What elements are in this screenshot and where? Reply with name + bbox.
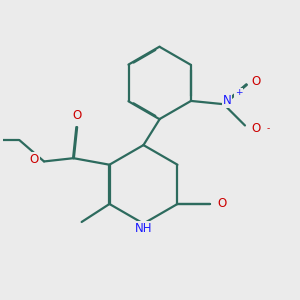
Text: O: O [252,122,261,135]
Text: +: + [235,88,242,97]
Text: O: O [252,75,261,88]
Text: N: N [223,94,231,107]
Text: NH: NH [135,222,152,235]
Text: O: O [30,153,39,166]
Text: O: O [217,197,226,211]
Text: -: - [267,124,270,133]
Text: O: O [72,109,81,122]
